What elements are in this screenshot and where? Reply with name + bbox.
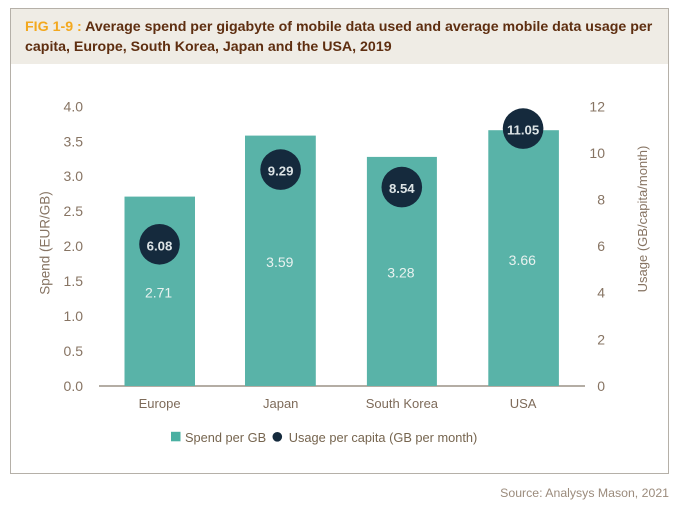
svg-text:4.0: 4.0: [64, 98, 84, 114]
svg-text:3.5: 3.5: [64, 133, 84, 149]
svg-text:0.5: 0.5: [64, 343, 84, 359]
svg-text:2: 2: [597, 331, 605, 347]
svg-text:South Korea: South Korea: [366, 396, 439, 411]
svg-text:12: 12: [589, 98, 605, 114]
svg-text:Europe: Europe: [139, 396, 181, 411]
svg-text:Spend per GB: Spend per GB: [185, 430, 266, 445]
svg-text:Source: Analysys Mason, 2021: Source: Analysys Mason, 2021: [500, 486, 669, 500]
svg-text:6: 6: [597, 238, 605, 254]
svg-text:2.71: 2.71: [145, 284, 172, 300]
svg-text:9.29: 9.29: [268, 164, 294, 179]
svg-text:3.0: 3.0: [64, 168, 84, 184]
svg-text:6.08: 6.08: [147, 238, 173, 253]
svg-text:Spend (EUR/GB): Spend (EUR/GB): [38, 191, 53, 295]
svg-text:10: 10: [589, 145, 605, 161]
svg-text:0.0: 0.0: [64, 378, 84, 394]
svg-text:Usage (GB/capita/month): Usage (GB/capita/month): [635, 146, 650, 293]
svg-text:8: 8: [597, 192, 605, 208]
svg-text:0: 0: [597, 378, 605, 394]
svg-text:3.28: 3.28: [387, 265, 414, 281]
svg-text:Usage per capita (GB per month: Usage per capita (GB per month): [289, 430, 478, 445]
svg-text:3.66: 3.66: [509, 252, 536, 268]
svg-text:4: 4: [597, 285, 605, 301]
svg-text:USA: USA: [510, 396, 537, 411]
svg-text:3.59: 3.59: [266, 254, 293, 270]
svg-text:1.5: 1.5: [64, 273, 84, 289]
svg-text:2.0: 2.0: [64, 238, 84, 254]
svg-text:8.54: 8.54: [389, 181, 415, 196]
svg-text:1.0: 1.0: [64, 308, 84, 324]
svg-text:Japan: Japan: [263, 396, 298, 411]
svg-text:2.5: 2.5: [64, 203, 84, 219]
svg-text:11.05: 11.05: [507, 123, 539, 138]
